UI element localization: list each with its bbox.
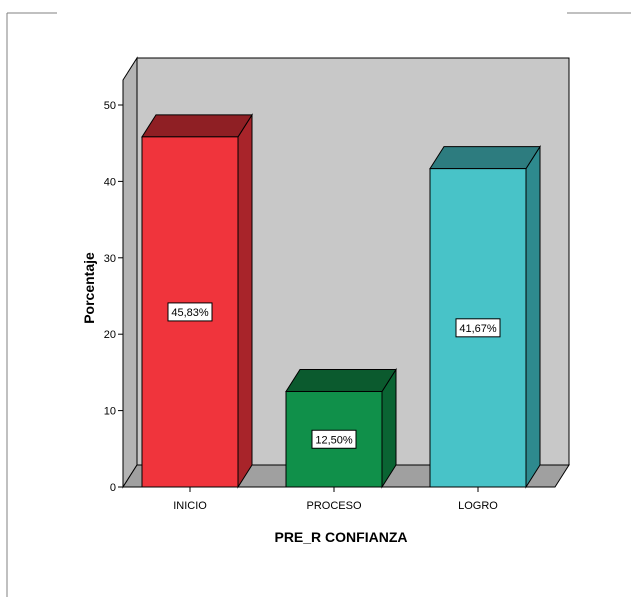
y-tick-label: 20	[104, 329, 116, 341]
y-tick-label: 40	[104, 176, 116, 188]
data-label: 41,67%	[455, 318, 501, 338]
bar-top	[429, 146, 541, 170]
data-label-text: 12,50%	[315, 434, 353, 446]
bar-side	[525, 144, 541, 489]
bar-side	[237, 113, 253, 489]
y-axis-title: Porcentaje	[81, 252, 97, 324]
x-tick-label: LOGRO	[458, 500, 498, 512]
y-axis-ticks: 0 10 20 30 40 50	[104, 100, 123, 494]
bar-proceso: 12,50%	[285, 367, 397, 489]
x-axis-title: PRE_R CONFIANZA	[274, 529, 407, 545]
bar-top	[141, 114, 253, 138]
data-label: 12,50%	[311, 429, 357, 449]
y-tick-label: 10	[104, 406, 116, 418]
y-tick-label: 0	[110, 482, 116, 494]
x-axis-ticks: INICIO PROCESO LOGRO	[173, 487, 498, 512]
data-label-box	[311, 429, 357, 449]
data-label-box	[455, 318, 501, 338]
data-label-text: 45,83%	[171, 307, 209, 319]
data-label-text: 41,67%	[459, 323, 497, 335]
bar-top	[285, 369, 397, 392]
bar-logro: 41,67%	[429, 144, 541, 489]
y-tick-label: 50	[104, 100, 116, 112]
side-wall	[122, 56, 138, 489]
bar-inicio: 45,83%	[141, 113, 253, 489]
data-label: 45,83%	[167, 302, 213, 322]
y-tick-label: 30	[104, 253, 116, 265]
x-tick-label: PROCESO	[306, 500, 361, 512]
x-tick-label: INICIO	[173, 500, 207, 512]
data-label-box	[167, 302, 213, 322]
bars: 45,83% 12,50% 41,67%	[141, 113, 541, 489]
